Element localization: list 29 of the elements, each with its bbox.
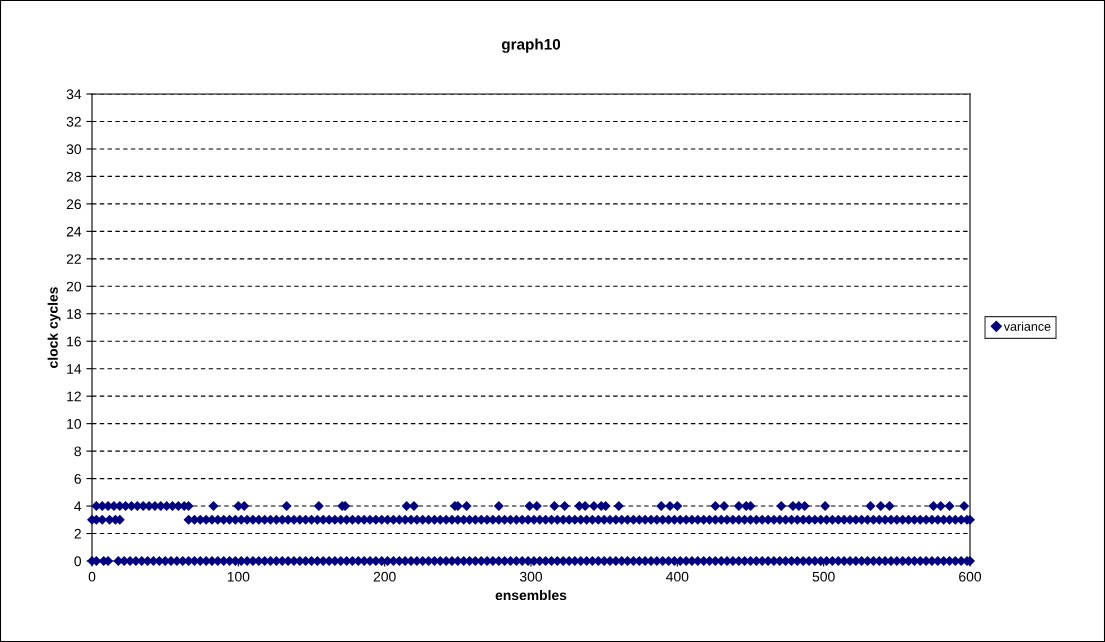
- chart-title: graph10: [501, 38, 561, 53]
- x-tick-label: 500: [812, 571, 835, 582]
- x-tick-label: 300: [519, 571, 543, 582]
- y-tick-label: 22: [66, 254, 81, 264]
- y-tick-label: 4: [74, 501, 82, 512]
- x-axis-title: ensembles: [495, 589, 567, 601]
- y-axis-title: clock cycles: [47, 287, 61, 368]
- x-tick-label: 600: [959, 571, 982, 582]
- y-tick-label: 24: [66, 226, 82, 237]
- y-tick-label: 2: [74, 528, 81, 539]
- y-tick-label: 14: [67, 364, 82, 374]
- y-tick-label: 0: [74, 556, 82, 567]
- y-tick-label: 28: [66, 171, 81, 182]
- y-tick-label: 8: [74, 446, 81, 457]
- y-tick-label: 32: [66, 116, 81, 127]
- x-tick-label: 400: [666, 571, 689, 582]
- y-tick-label: 16: [67, 336, 81, 347]
- x-tick-label: 100: [227, 571, 250, 582]
- y-tick-label: 18: [67, 309, 81, 319]
- legend-label: variance: [1003, 321, 1051, 331]
- y-tick-label: 20: [66, 281, 82, 292]
- y-tick-label: 10: [67, 418, 82, 429]
- x-tick-label: 0: [88, 571, 96, 582]
- y-tick-label: 26: [66, 199, 81, 210]
- x-tick-label: 200: [373, 571, 396, 582]
- y-tick-label: 6: [74, 473, 81, 484]
- y-tick-label: 12: [67, 391, 81, 402]
- y-tick-label: 34: [66, 89, 82, 100]
- y-tick-label: 30: [66, 144, 82, 155]
